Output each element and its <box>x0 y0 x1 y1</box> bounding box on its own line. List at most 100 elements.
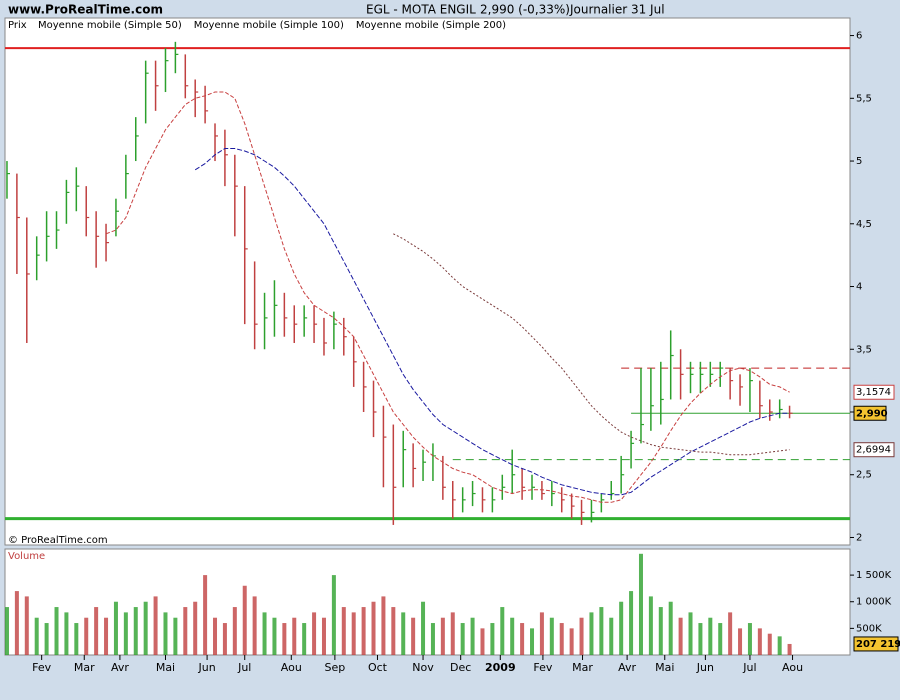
volume-bar <box>242 585 247 655</box>
x-tick-label: Fev <box>32 661 51 674</box>
last-value-box <box>853 442 895 458</box>
volume-bar <box>549 617 554 655</box>
volume-bar <box>94 607 99 655</box>
price-panel <box>4 17 851 546</box>
y-tick-label: 6 <box>856 31 862 42</box>
volume-bar <box>331 575 336 655</box>
volume-bar <box>252 596 257 655</box>
volume-bar <box>589 612 594 655</box>
x-tick-label: Fev <box>533 661 552 674</box>
volume-bar <box>767 633 772 655</box>
x-tick-label: Avr <box>618 661 636 674</box>
volume-bar <box>539 612 544 655</box>
volume-bar <box>747 623 752 655</box>
volume-bar <box>24 596 29 655</box>
y-tick-label: 3,5 <box>856 344 872 355</box>
volume-bar <box>569 628 574 655</box>
volume-bar <box>203 575 208 655</box>
x-tick-label: Dec <box>450 661 471 674</box>
volume-bar <box>312 612 317 655</box>
volume-bar <box>14 591 19 655</box>
moving-average <box>105 91 790 503</box>
volume-bar <box>183 607 188 655</box>
x-tick-label: Jul <box>742 661 756 674</box>
x-tick-label: 2009 <box>485 661 516 674</box>
y-tick-label: 5,5 <box>856 93 872 104</box>
volume-bar <box>173 617 178 655</box>
period: Journalier 31 Jul <box>569 3 665 17</box>
volume-bar <box>688 612 693 655</box>
volume-bar <box>579 617 584 655</box>
x-tick-label: Avr <box>111 661 129 674</box>
y-tick-label: 4 <box>856 282 862 293</box>
volume-bar <box>787 643 792 655</box>
volume-bar <box>193 601 198 655</box>
volume-bar <box>262 612 267 655</box>
y-tick-label: 5 <box>856 156 862 167</box>
volume-bar <box>470 617 475 655</box>
x-tick-label: Aou <box>782 661 803 674</box>
last-value-label: 3,1574 <box>856 387 891 398</box>
site: www.ProRealTime.com <box>8 3 163 17</box>
volume-bar <box>510 617 515 655</box>
last-volume-box <box>853 636 899 652</box>
volume-bar <box>757 628 762 655</box>
volume-bar <box>559 623 564 655</box>
volume-bar <box>123 612 128 655</box>
y-tick-label: 500K <box>856 623 882 634</box>
y-tick-label: 1 000K <box>856 597 892 608</box>
volume-bar <box>777 636 782 655</box>
price-label: Prix <box>8 20 27 31</box>
volume-bar <box>619 601 624 655</box>
volume-bar <box>282 623 287 655</box>
volume-bar <box>64 612 69 655</box>
volume-bar <box>44 623 49 655</box>
volume-bar <box>599 607 604 655</box>
volume-bar <box>74 623 79 655</box>
volume-bar <box>302 623 307 655</box>
volume-bar <box>738 628 743 655</box>
volume-bar <box>341 607 346 655</box>
volume-bar <box>530 628 535 655</box>
x-tick-label: Mai <box>655 661 674 674</box>
last-value-box <box>853 384 895 400</box>
volume-bar <box>143 601 148 655</box>
volume-bar <box>708 617 713 655</box>
volume-bar <box>411 617 416 655</box>
volume-bar <box>381 596 386 655</box>
volume-bar <box>113 601 118 655</box>
volume-bar <box>153 596 158 655</box>
x-tick-label: Sep <box>325 661 346 674</box>
x-tick-label: Jul <box>237 661 251 674</box>
volume-bar <box>84 617 89 655</box>
title: EGL - MOTA ENGIL <box>366 3 476 17</box>
volume-bar <box>163 612 168 655</box>
x-tick-label: Jun <box>197 661 215 674</box>
volume-bar <box>361 607 366 655</box>
volume-bar <box>232 607 237 655</box>
x-tick-label: Mar <box>74 661 95 674</box>
volume-bar <box>213 617 218 655</box>
volume-panel <box>4 548 851 656</box>
volume-bar <box>292 617 297 655</box>
volume-bar <box>450 612 455 655</box>
volume-bar <box>460 623 465 655</box>
volume-bar <box>648 596 653 655</box>
volume-bar <box>440 617 445 655</box>
volume-bar <box>351 612 356 655</box>
x-tick-label: Jun <box>696 661 714 674</box>
volume-bar <box>678 617 683 655</box>
volume-bar <box>629 591 634 655</box>
quote: 2,990 (-0,33%) <box>480 3 570 17</box>
y-tick-label: 2 <box>856 532 862 543</box>
moving-average <box>393 233 790 456</box>
volume-bar <box>104 617 109 655</box>
last-volume-label: 207 219 <box>856 639 900 650</box>
volume-bar <box>133 607 138 655</box>
volume-bar <box>500 607 505 655</box>
volume-bar <box>430 623 435 655</box>
y-tick-label: 4,5 <box>856 219 872 230</box>
volume-bar <box>4 607 9 655</box>
y-tick-label: 1 500K <box>856 570 892 581</box>
